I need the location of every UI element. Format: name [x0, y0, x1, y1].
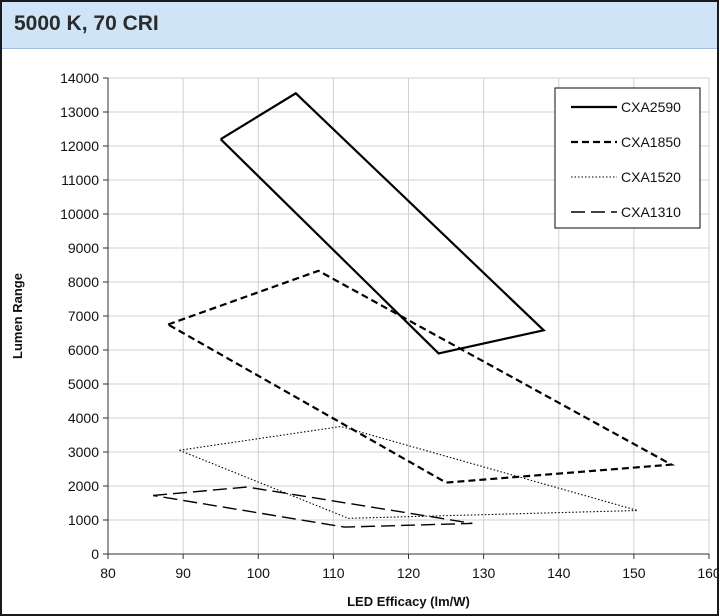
x-tick-label: 150 — [622, 565, 646, 581]
legend-label-cxa1520: CXA1520 — [621, 169, 681, 185]
x-tick-label: 120 — [397, 565, 421, 581]
y-tick-label: 9000 — [68, 240, 99, 256]
legend-box — [554, 87, 701, 229]
y-axis-label: Lumen Range — [10, 273, 25, 359]
series-lines — [152, 91, 676, 528]
y-tick-label: 4000 — [68, 410, 99, 426]
y-tick-label: 1000 — [68, 512, 99, 528]
series-cxa1850 — [167, 269, 676, 484]
y-tick-label: 0 — [91, 546, 99, 562]
y-tick-labels: 0 1000 2000 3000 4000 5000 6000 7000 8000 9000 100… — [60, 70, 99, 562]
legend-label-cxa1310: CXA1310 — [621, 204, 681, 220]
legend-label-cxa1850: CXA1850 — [621, 134, 681, 150]
x-tick-label: 90 — [175, 565, 191, 581]
x-tick-label: 140 — [547, 565, 571, 581]
y-tick-label: 3000 — [68, 444, 99, 460]
series-cxa1520 — [179, 425, 638, 519]
chart-title: 5000 K, 70 CRI — [14, 12, 159, 35]
x-tick-label: 80 — [100, 565, 116, 581]
y-tick-label: 12000 — [60, 138, 99, 154]
legend-label-cxa2590: CXA2590 — [621, 99, 681, 115]
title-bar: 5000 K, 70 CRI — [2, 2, 717, 49]
legend: CXA2590 CXA1850 CXA1520 CXA1310 — [554, 87, 701, 229]
x-axis-label: LED Efficacy (lm/W) — [347, 594, 470, 609]
x-tick-label: 110 — [322, 565, 345, 581]
axes — [103, 77, 710, 559]
y-tick-label: 14000 — [60, 70, 99, 86]
x-tick-label: 160 — [697, 565, 718, 581]
y-tick-label: 8000 — [68, 274, 99, 290]
x-tick-label: 130 — [472, 565, 496, 581]
y-tick-label: 2000 — [68, 478, 99, 494]
series-cxa1310 — [152, 486, 473, 528]
y-tick-label: 7000 — [68, 308, 99, 324]
y-tick-label: 11000 — [61, 172, 99, 188]
y-tick-label: 10000 — [60, 206, 99, 222]
series-cxa2590 — [219, 91, 546, 355]
x-tick-label: 100 — [247, 565, 271, 581]
x-tick-labels: 80 90 100 110 120 130 140 150 160 — [100, 565, 718, 581]
y-tick-label: 6000 — [68, 342, 99, 358]
y-tick-label: 13000 — [60, 104, 99, 120]
y-tick-label: 5000 — [68, 376, 99, 392]
